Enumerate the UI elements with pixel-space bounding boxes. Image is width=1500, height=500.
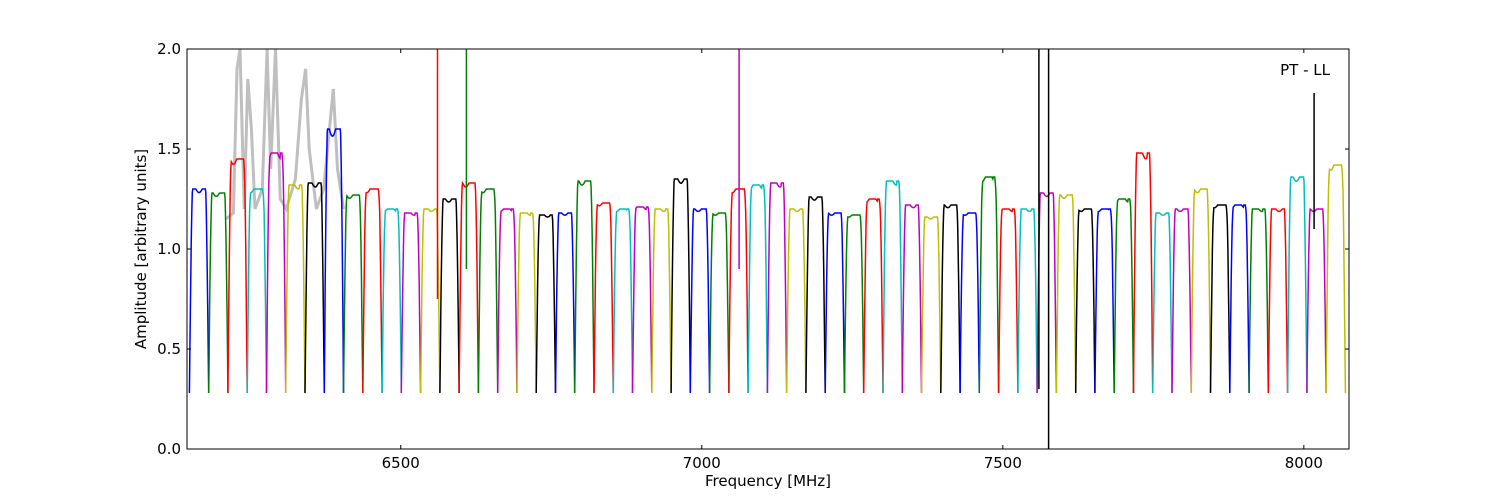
channel-series-line — [516, 212, 537, 394]
y-tick-label: 0.0 — [157, 440, 181, 458]
x-tick-label: 8000 — [1285, 454, 1323, 472]
channel-series-line — [1055, 194, 1077, 394]
y-tick-label: 0.5 — [157, 340, 181, 358]
chart-annotation: PT - LL — [1280, 61, 1331, 79]
channel-series-line — [901, 204, 923, 394]
channel-series-line — [862, 198, 884, 394]
channel-series-line — [670, 178, 692, 394]
channel-series-line — [227, 158, 248, 394]
channel-series-line — [439, 198, 460, 394]
channel-series-line — [1017, 208, 1038, 394]
channel-series-line — [477, 188, 499, 394]
x-axis-label: Frequency [MHz] — [705, 472, 831, 490]
channel-series-line — [304, 182, 326, 394]
channel-series-line — [1229, 204, 1250, 394]
x-tick-label: 7000 — [683, 454, 721, 472]
channel-series-line — [496, 208, 518, 394]
channel-series-line — [978, 176, 1000, 394]
channel-series-line — [381, 208, 403, 394]
channel-series-line — [1248, 208, 1270, 394]
channel-series-line — [997, 208, 1019, 394]
channel-series-line — [1094, 208, 1115, 394]
y-tick-label: 2.0 — [157, 40, 181, 58]
channel-series-line — [1190, 188, 1212, 394]
channel-series-line — [284, 184, 306, 394]
channel-series-line — [1267, 208, 1289, 394]
channel-series-line — [1036, 192, 1058, 394]
channel-series-line — [323, 128, 345, 394]
channel-series-line — [708, 212, 730, 394]
channel-series-line — [554, 212, 576, 394]
channel-series-line — [1306, 207, 1327, 394]
channel-series-line — [535, 214, 557, 394]
channel-series-line — [573, 180, 595, 394]
channel-series-line — [1171, 208, 1193, 394]
channel-series-line — [1132, 152, 1154, 394]
channel-series-line — [766, 182, 788, 394]
channel-series-line — [419, 208, 441, 394]
x-tick-label: 7500 — [984, 454, 1022, 472]
channel-series-line — [882, 180, 904, 394]
channel-series-line — [362, 188, 383, 394]
channel-series-line — [824, 212, 846, 394]
channel-series-line — [1209, 204, 1231, 394]
y-axis-label: Amplitude [arbitrary units] — [132, 149, 150, 349]
channel-series-line — [188, 188, 210, 394]
channel-series-line — [959, 212, 981, 394]
channel-series-line — [631, 206, 653, 394]
channel-series-line — [612, 208, 634, 394]
channel-series-line — [1325, 164, 1347, 394]
channel-series-line — [593, 202, 615, 394]
background-trace — [225, 49, 345, 221]
channel-series-line — [920, 216, 942, 394]
channel-series-line — [246, 188, 268, 394]
channel-series-line — [400, 212, 422, 394]
x-tick-label: 6500 — [382, 454, 420, 472]
channel-series-line — [207, 192, 229, 394]
channel-series-line — [689, 208, 711, 394]
channel-series-line — [342, 194, 364, 394]
channel-series-line — [1151, 212, 1173, 394]
channel-series-line — [785, 208, 807, 394]
channel-series-line — [1113, 198, 1135, 394]
channel-series-line — [651, 208, 672, 394]
plot-area — [188, 49, 1347, 449]
y-tick-label: 1.0 — [157, 240, 181, 258]
channel-series-line — [940, 204, 961, 394]
channel-series-line — [805, 196, 826, 394]
channel-series-line — [1074, 208, 1096, 394]
channel-series-line — [1286, 176, 1308, 394]
y-tick-label: 1.5 — [157, 140, 181, 158]
channel-series-line — [747, 184, 769, 394]
axes-ticks: 6500 7000 7500 8000 0.0 0.5 1.0 1.5 2.0 — [157, 40, 1349, 472]
channel-series-line — [458, 180, 480, 394]
channel-series-line — [843, 214, 865, 394]
channel-series-line — [265, 152, 287, 394]
